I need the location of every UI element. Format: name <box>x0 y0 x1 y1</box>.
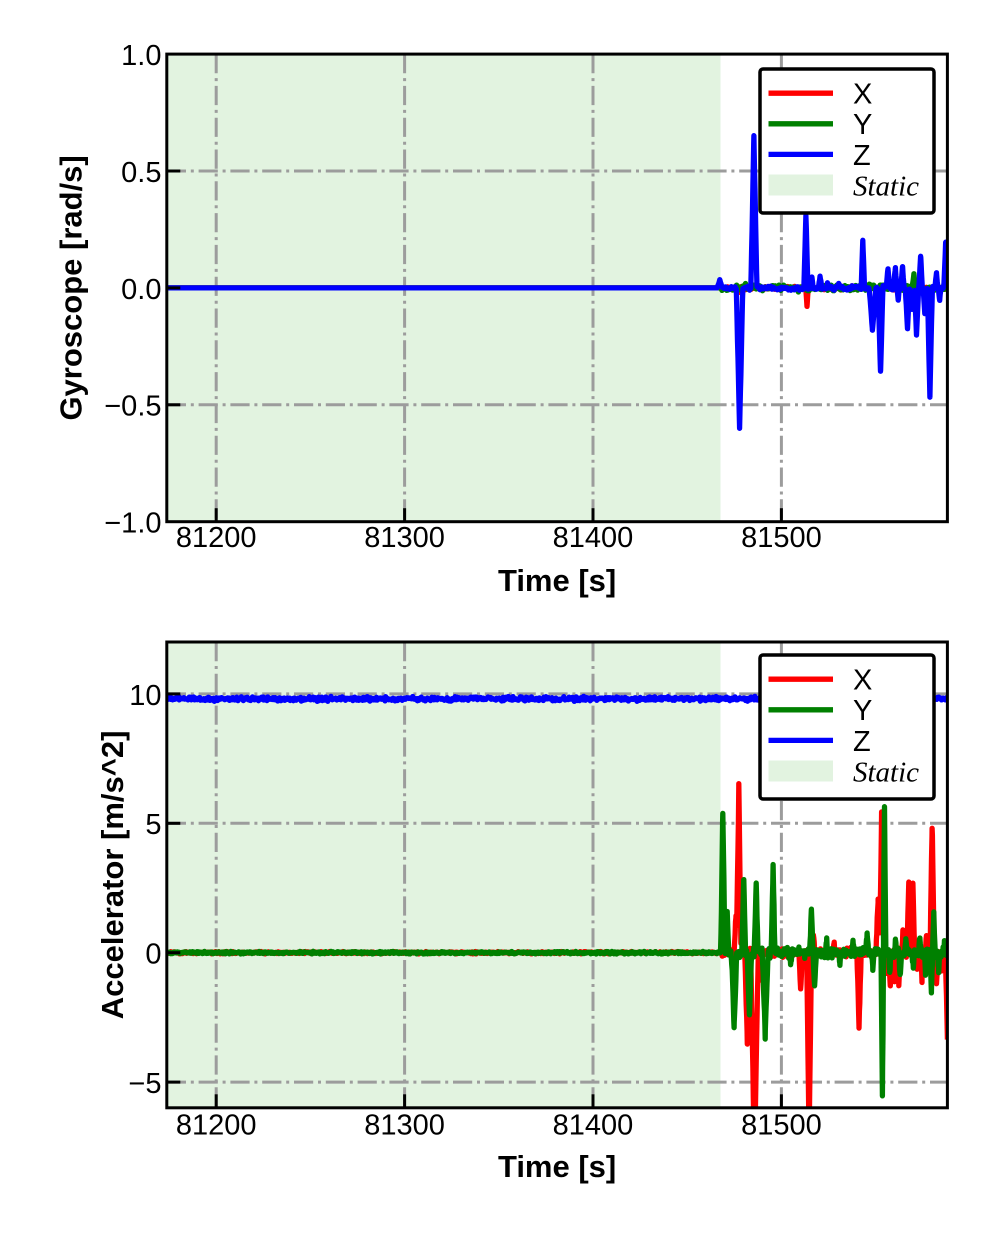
svg-text:81200: 81200 <box>176 522 257 554</box>
svg-text:81500: 81500 <box>741 522 822 554</box>
svg-text:−1.0: −1.0 <box>104 508 161 540</box>
svg-text:Time [s]: Time [s] <box>498 1149 616 1184</box>
svg-text:Y: Y <box>853 695 872 727</box>
svg-text:81300: 81300 <box>364 522 445 554</box>
svg-text:Time [s]: Time [s] <box>498 563 616 598</box>
svg-text:10: 10 <box>129 680 161 712</box>
svg-text:Static: Static <box>853 170 919 202</box>
svg-text:Z: Z <box>853 726 871 758</box>
svg-text:Static: Static <box>853 756 919 788</box>
svg-text:5: 5 <box>145 809 161 841</box>
svg-text:X: X <box>853 79 872 111</box>
svg-text:−5: −5 <box>128 1068 161 1100</box>
svg-text:81200: 81200 <box>176 1110 257 1142</box>
svg-text:Y: Y <box>853 109 872 141</box>
svg-text:Z: Z <box>853 140 871 172</box>
svg-text:81400: 81400 <box>553 522 634 554</box>
svg-text:Gyroscope [rad/s]: Gyroscope [rad/s] <box>54 155 89 420</box>
svg-text:0.5: 0.5 <box>121 157 161 189</box>
svg-text:0.0: 0.0 <box>121 274 161 306</box>
svg-text:−0.5: −0.5 <box>104 391 161 423</box>
svg-text:1.0: 1.0 <box>121 40 161 72</box>
svg-text:X: X <box>853 665 872 697</box>
svg-text:0: 0 <box>145 939 161 971</box>
svg-text:81400: 81400 <box>553 1110 634 1142</box>
svg-text:Accelerator [m/s^2]: Accelerator [m/s^2] <box>95 731 130 1020</box>
svg-text:81300: 81300 <box>364 1110 445 1142</box>
svg-text:81500: 81500 <box>741 1110 822 1142</box>
